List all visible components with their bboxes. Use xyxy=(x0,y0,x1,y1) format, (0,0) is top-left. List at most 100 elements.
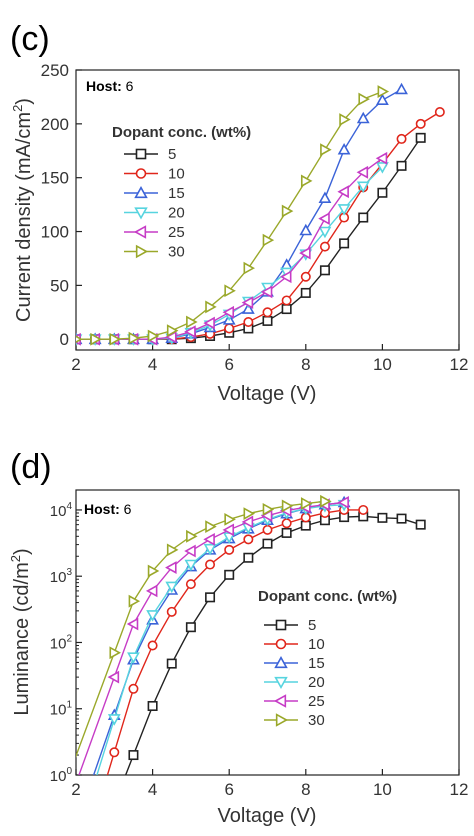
legend: 5 10 15 20 25 30 xyxy=(264,617,325,729)
data-point xyxy=(203,532,215,546)
legend-item-25: 25 xyxy=(264,693,325,710)
data-point xyxy=(337,185,349,199)
data-point xyxy=(376,162,389,174)
data-point xyxy=(260,285,273,299)
legend-label: 10 xyxy=(308,636,325,653)
data-point xyxy=(109,332,121,346)
series-5 xyxy=(124,511,426,775)
legend-label: 25 xyxy=(308,693,325,710)
series-30 xyxy=(76,85,390,346)
y-axis-title-main: Current density (mA/cm xyxy=(13,112,35,322)
data-point xyxy=(166,543,179,557)
legend-marker xyxy=(274,676,288,690)
y-tick-label: 0 xyxy=(60,330,69,349)
data-point xyxy=(299,246,311,260)
y-axis-title-sup: 2 xyxy=(8,555,23,562)
data-point xyxy=(145,584,158,598)
data-point xyxy=(224,569,235,580)
legend-marker xyxy=(275,638,287,650)
data-point xyxy=(262,233,275,247)
data-point xyxy=(281,499,294,513)
legend-item-15: 15 xyxy=(264,655,325,672)
data-point xyxy=(147,564,160,578)
data-point xyxy=(280,258,294,270)
data-point xyxy=(166,324,179,338)
axis-ticks: 2 4 6 8 10 12 0 50 100 150 200 250 xyxy=(41,61,469,374)
host-label-text: Host: xyxy=(86,78,122,94)
data-point xyxy=(243,261,256,275)
data-point xyxy=(318,191,332,203)
legend-item-20: 20 xyxy=(124,205,185,222)
data-point xyxy=(184,325,196,339)
data-point xyxy=(377,85,390,98)
data-point xyxy=(299,223,313,236)
data-point xyxy=(186,315,198,329)
data-point xyxy=(396,160,407,171)
data-point xyxy=(279,270,292,284)
legend-marker xyxy=(133,225,147,239)
x-tick-label: 4 xyxy=(148,355,157,374)
legend-marker xyxy=(275,713,289,727)
legend-item-30: 30 xyxy=(264,712,325,729)
data-point xyxy=(281,304,292,315)
data-point xyxy=(126,617,139,631)
data-point xyxy=(300,271,311,282)
data-point xyxy=(147,700,158,711)
data-point xyxy=(375,151,388,165)
x-tick-label: 12 xyxy=(450,355,469,374)
x-tick-label: 6 xyxy=(224,355,233,374)
data-point xyxy=(281,518,292,529)
plot-area xyxy=(75,69,460,351)
x-tick-label: 2 xyxy=(71,780,80,799)
y-tick-label: 100 xyxy=(41,223,69,242)
y-tick-label: 103 xyxy=(50,567,73,586)
data-point xyxy=(281,527,292,538)
data-point xyxy=(128,594,141,608)
data-point xyxy=(434,107,445,118)
host-label-text: Host: xyxy=(84,501,120,517)
y-tick-label: 102 xyxy=(50,633,73,652)
data-point xyxy=(243,316,254,327)
x-axis-title: Voltage (V) xyxy=(218,383,317,405)
data-point xyxy=(339,113,351,126)
data-point xyxy=(184,544,196,558)
data-point xyxy=(205,520,217,534)
data-point xyxy=(262,538,273,549)
legend-marker xyxy=(275,619,287,631)
data-point xyxy=(318,212,330,226)
legend-label: 30 xyxy=(168,244,185,261)
legend-marker xyxy=(134,185,148,199)
y-tick-label: 50 xyxy=(50,276,69,295)
y-axis-title-main: Luminance (cd/m xyxy=(11,562,33,715)
legend-item-15: 15 xyxy=(124,185,185,202)
data-point xyxy=(205,300,217,314)
x-tick-label: 8 xyxy=(301,780,310,799)
legend-item-5: 5 xyxy=(264,617,316,634)
x-axis-title: Voltage (V) xyxy=(218,805,317,827)
legend-label: 25 xyxy=(168,224,185,241)
x-tick-label: 10 xyxy=(373,355,392,374)
data-point xyxy=(358,92,370,106)
data-point xyxy=(147,329,160,343)
host-value: 6 xyxy=(126,78,134,94)
legend-title: Dopant conc. (wt%) xyxy=(258,588,397,605)
data-point xyxy=(358,504,369,515)
data-point xyxy=(185,622,196,633)
data-point xyxy=(243,534,254,545)
x-tick-label: 4 xyxy=(148,780,157,799)
x-tick-label: 12 xyxy=(450,780,469,799)
axis-ticks: 2 4 6 8 10 12 100 101 102 103 104 xyxy=(50,489,469,799)
series-25 xyxy=(76,151,388,346)
data-point xyxy=(147,640,158,651)
data-point xyxy=(186,529,198,543)
legend-title: Dopant conc. (wt%) xyxy=(112,124,251,141)
data-point xyxy=(76,335,83,343)
data-point xyxy=(281,204,294,218)
legend-item-10: 10 xyxy=(264,636,325,653)
data-point xyxy=(337,495,349,509)
data-point xyxy=(205,559,216,570)
panel-label: (d) xyxy=(10,448,52,486)
series-20 xyxy=(76,162,389,346)
